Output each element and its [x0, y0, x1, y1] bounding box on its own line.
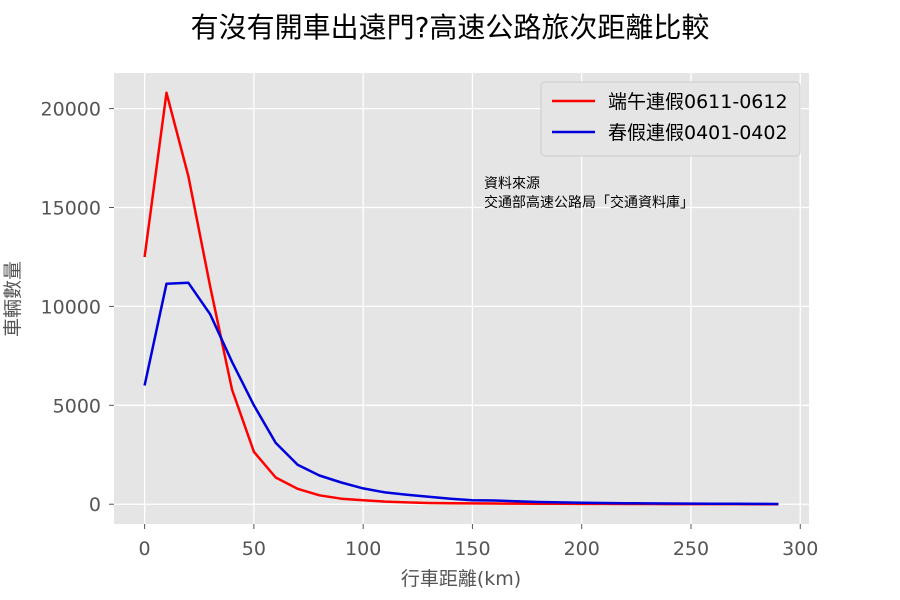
legend-label-1: 春假連假0401-0402	[608, 122, 788, 144]
x-tick-label: 150	[454, 538, 490, 560]
series-line-1	[143, 281, 779, 506]
x-tick-label: 0	[139, 538, 151, 560]
x-tick-label: 200	[564, 538, 600, 560]
y-tick-label: 20000	[41, 99, 101, 121]
x-tick-label: 100	[345, 538, 381, 560]
y-tick-label: 0	[89, 494, 101, 516]
source-annotation-line2: 交通部高速公路局「交通資料庫」	[484, 194, 694, 211]
x-tick-label: 50	[242, 538, 266, 560]
series-lines	[143, 91, 779, 506]
x-axis-label: 行車距離(km)	[401, 568, 521, 590]
y-axis-ticks: 0 5000 10000 15000 20000	[41, 99, 114, 516]
source-annotation-line1: 資料來源	[484, 176, 540, 192]
legend-label-0: 端午連假0611-0612	[608, 91, 788, 113]
x-tick-label: 300	[782, 538, 818, 560]
legend: 端午連假0611-0612 春假連假0401-0402	[540, 81, 801, 157]
chart-title: 有沒有開車出遠門?高速公路旅次距離比較	[190, 11, 710, 44]
x-tick-label: 250	[673, 538, 709, 560]
legend-box	[540, 81, 801, 157]
y-tick-label: 15000	[41, 198, 101, 220]
y-tick-label: 10000	[41, 296, 101, 318]
x-axis-ticks: 0 50 100 150 200 250 300	[139, 524, 818, 560]
y-tick-label: 5000	[53, 395, 101, 417]
y-axis-label: 車輛數量	[2, 261, 24, 337]
